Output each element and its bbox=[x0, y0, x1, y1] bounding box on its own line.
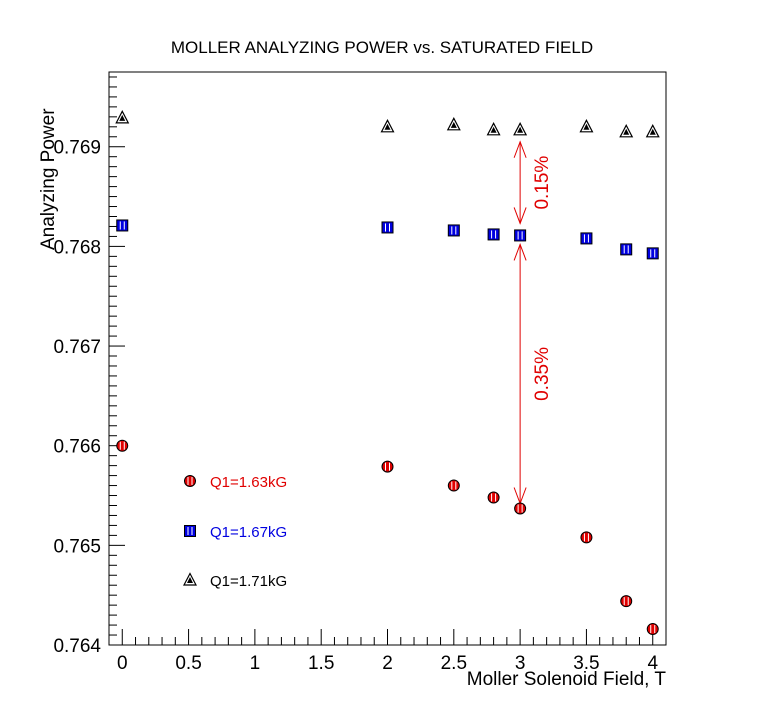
data-point bbox=[580, 232, 593, 245]
x-tick-label: 2.5 bbox=[441, 653, 467, 674]
plot-frame bbox=[108, 71, 667, 646]
data-point bbox=[620, 243, 633, 256]
data-point bbox=[116, 439, 129, 452]
x-tick-label: 3.5 bbox=[573, 653, 599, 674]
y-tick-label: 0.767 bbox=[53, 337, 101, 358]
legend-marker bbox=[184, 475, 196, 487]
x-tick-label: 1 bbox=[250, 653, 261, 674]
data-point bbox=[514, 502, 527, 515]
x-tick-label: 0.5 bbox=[175, 653, 201, 674]
data-point bbox=[446, 117, 461, 131]
data-point bbox=[645, 123, 660, 138]
annotation-label: 0.15% bbox=[532, 156, 553, 210]
legend-label: Q1=1.63kG bbox=[210, 474, 287, 491]
x-tick-label: 1.5 bbox=[308, 653, 334, 674]
data-point bbox=[381, 460, 394, 473]
legend-label: Q1=1.71kG bbox=[210, 573, 287, 590]
x-tick-label: 3 bbox=[515, 653, 526, 674]
chart-title: MOLLER ANALYZING POWER vs. SATURATED FIE… bbox=[171, 38, 593, 57]
data-point bbox=[619, 123, 634, 138]
data-point bbox=[646, 247, 659, 260]
data-point bbox=[487, 228, 500, 241]
legend: Q1=1.63kG Q1=1.67kG Q1=1.71kG bbox=[183, 474, 287, 590]
data-point bbox=[620, 595, 633, 608]
data-point bbox=[381, 221, 394, 234]
data-point bbox=[579, 119, 594, 133]
x-tick-label: 2 bbox=[382, 653, 393, 674]
data-point bbox=[646, 623, 659, 636]
data-point bbox=[116, 219, 129, 232]
annotation-arrow bbox=[513, 242, 527, 505]
y-tick-label: 0.768 bbox=[53, 237, 101, 258]
data-point bbox=[380, 119, 395, 133]
data-point bbox=[514, 229, 527, 242]
y-axis: 0.764 0.765 0.766 0.767 0.768 0.769 bbox=[53, 76, 125, 657]
y-tick-label: 0.765 bbox=[53, 536, 101, 557]
y-tick-label: 0.769 bbox=[53, 138, 101, 159]
legend-marker bbox=[184, 525, 196, 537]
legend-label: Q1=1.67kG bbox=[210, 524, 287, 541]
y-tick-label: 0.766 bbox=[53, 437, 101, 458]
data-point bbox=[487, 491, 500, 504]
y-axis-title: Analyzing Power bbox=[38, 108, 59, 250]
data-point bbox=[115, 110, 130, 124]
annotation-arrow bbox=[513, 140, 527, 225]
legend-marker bbox=[183, 572, 197, 586]
x-axis-title: Moller Solenoid Field, T bbox=[467, 669, 667, 690]
data-point bbox=[513, 122, 528, 136]
data-point bbox=[486, 122, 501, 136]
annotation-label: 0.35% bbox=[532, 347, 553, 401]
data-point bbox=[580, 531, 593, 544]
x-tick-label: 0 bbox=[117, 653, 128, 674]
annotations: 0.15% 0.35% bbox=[513, 140, 553, 505]
x-axis: 0 0.5 1 1.5 2 2.5 3 3.5 4 bbox=[117, 629, 658, 674]
data-point bbox=[447, 479, 460, 492]
x-tick-label: 4 bbox=[647, 653, 658, 674]
data-points bbox=[115, 110, 660, 636]
y-tick-label: 0.764 bbox=[53, 636, 101, 657]
data-point bbox=[447, 224, 460, 237]
